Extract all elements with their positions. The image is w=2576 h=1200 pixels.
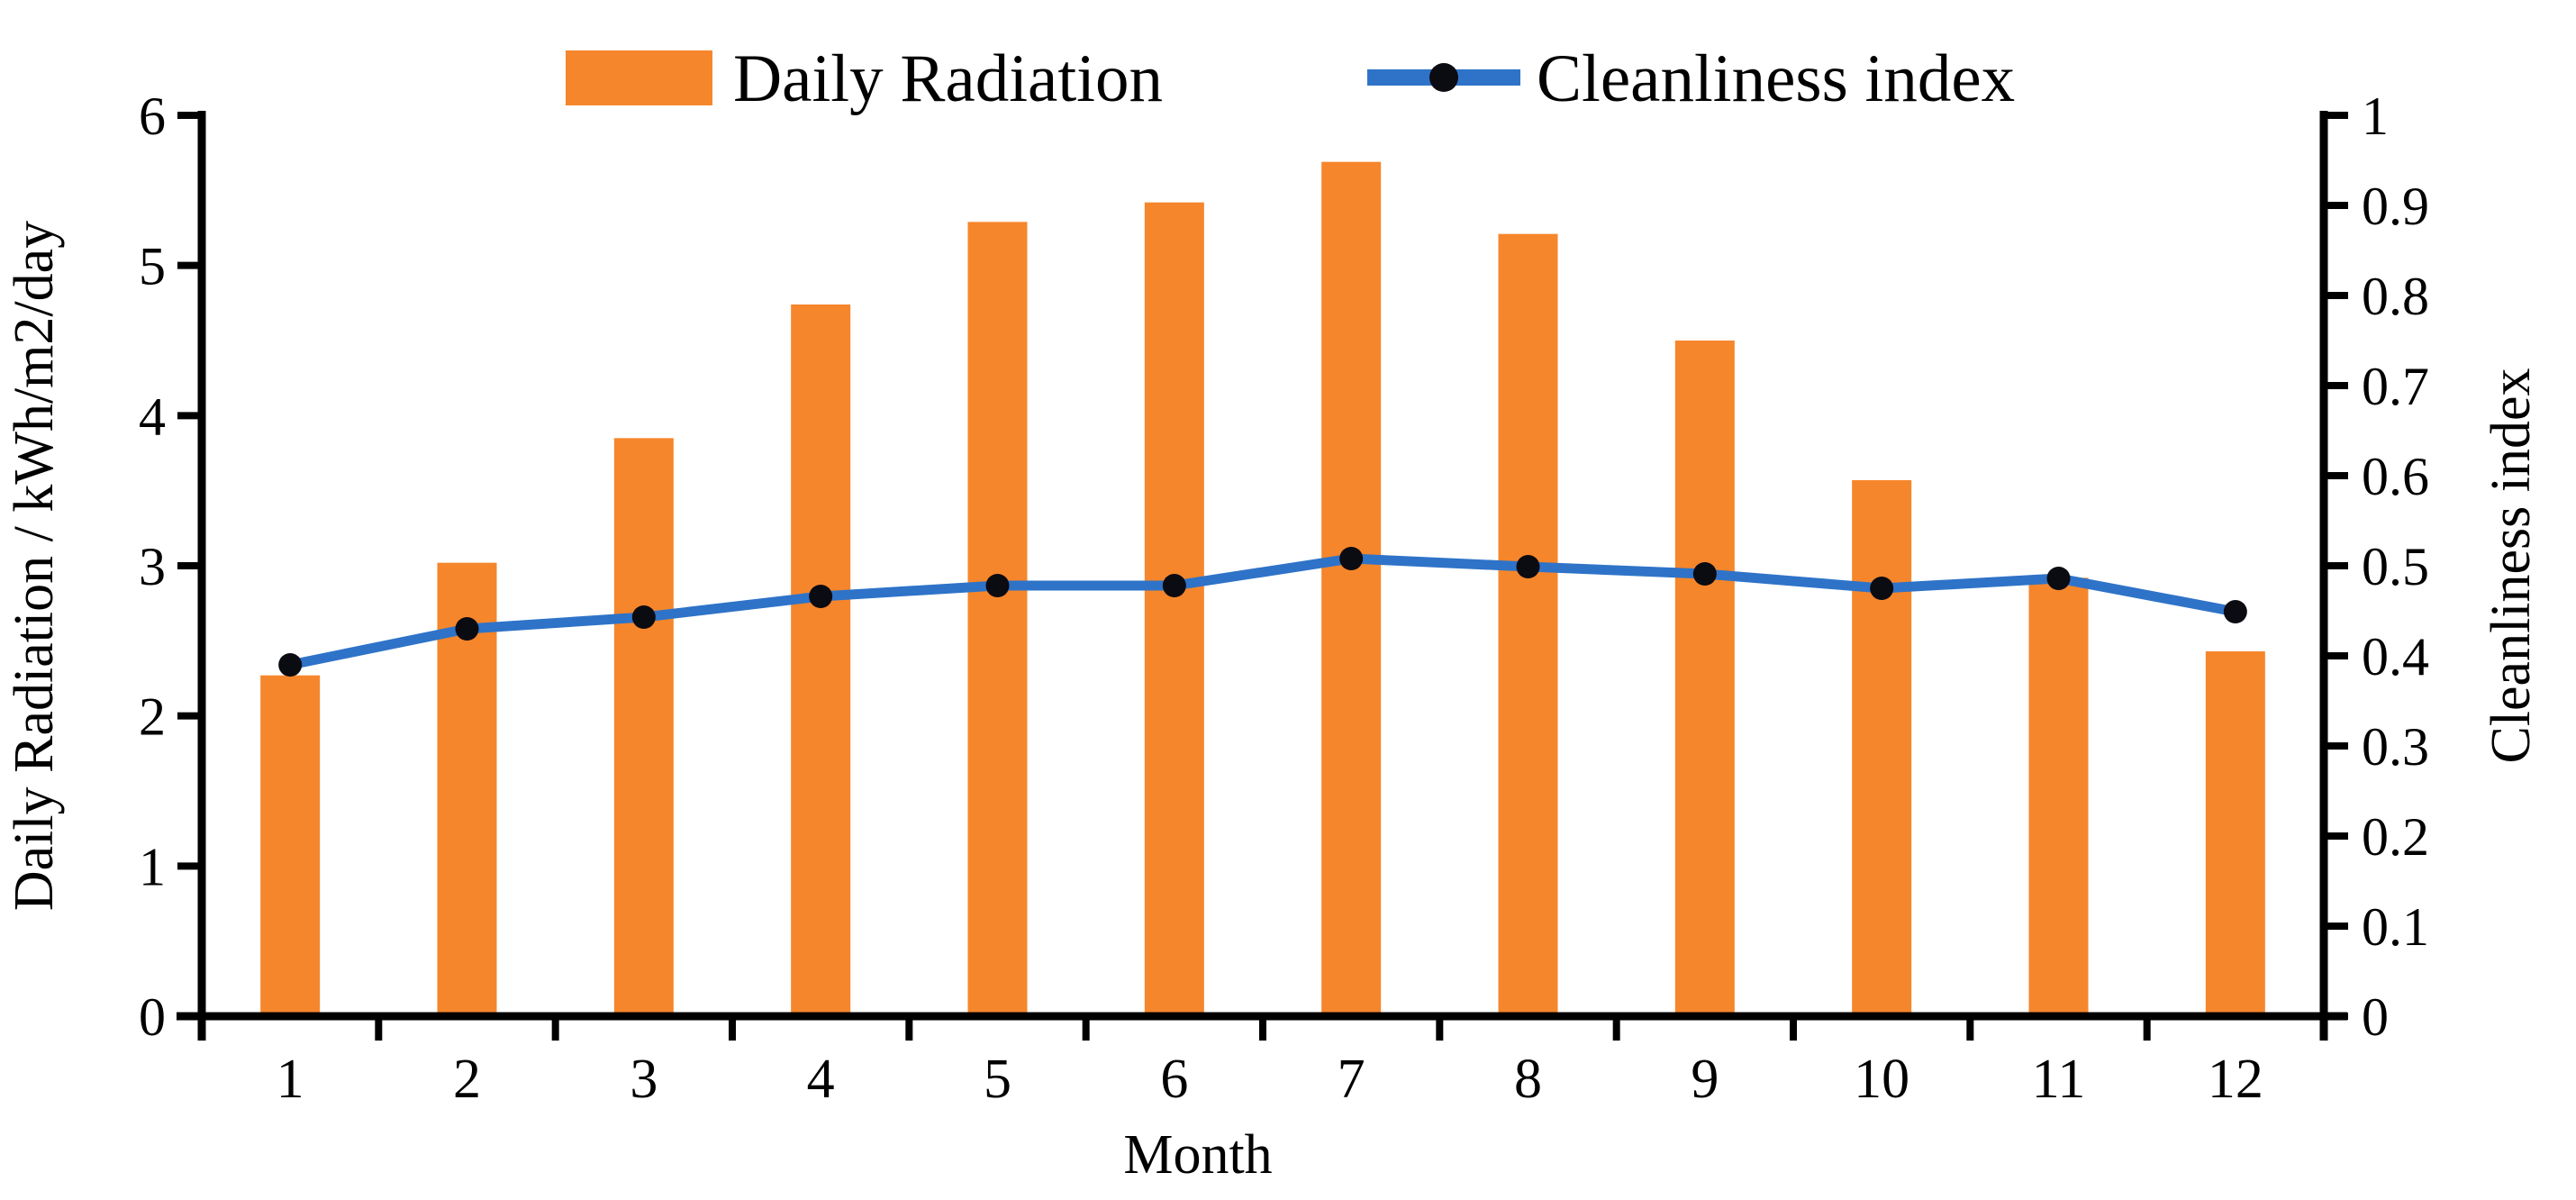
bar-month-5 [967, 222, 1028, 1017]
x-axis-tick-label: 10 [1854, 1049, 1909, 1110]
x-axis-tick-label: 4 [807, 1049, 835, 1110]
cleanliness-index-line [285, 553, 2241, 670]
legend-item-daily-radiation: Daily Radiation [566, 41, 1163, 116]
left-axis-tick-label: 6 [139, 86, 166, 146]
right-axis-tick-label: 0.8 [2362, 267, 2429, 326]
right-axis-tick-label: 0.6 [2362, 447, 2429, 506]
right-axis-tick-label: 0.3 [2362, 717, 2429, 777]
x-axis-tick-label: 5 [984, 1049, 1011, 1110]
x-axis-tick-label: 9 [1691, 1049, 1719, 1110]
x-axis-tick-label: 6 [1160, 1049, 1188, 1110]
bar-month-1 [260, 675, 321, 1016]
x-axis-tick-label: 11 [2032, 1049, 2086, 1110]
line-marker-month-9 [1692, 562, 1717, 586]
x-axis-title: Month [1123, 1124, 1272, 1186]
x-axis-tick-label: 1 [277, 1049, 304, 1110]
x-axis-tick-label: 3 [630, 1049, 658, 1110]
legend: Daily Radiation Cleanliness index [566, 41, 2015, 116]
right-axis-tick-label: 0.2 [2362, 807, 2429, 867]
bar-month-7 [1321, 161, 1382, 1016]
line-marker-month-6 [1162, 574, 1186, 597]
bar-month-11 [2028, 577, 2089, 1016]
x-axis-tick-label: 12 [2208, 1049, 2263, 1110]
bar-month-4 [791, 305, 851, 1016]
right-axis-title: Cleanliness index [2481, 368, 2542, 763]
bar-month-8 [1498, 233, 1558, 1017]
line-marker-month-5 [985, 574, 1010, 597]
line-marker-month-8 [1516, 555, 1540, 578]
right-axis-tick-label: 0.4 [2362, 627, 2429, 686]
x-axis-tick-label: 8 [1514, 1049, 1542, 1110]
legend-swatch-daily-radiation [566, 50, 712, 105]
right-axis-tick-label: 1 [2362, 86, 2389, 146]
right-axis-tick-label: 0.9 [2362, 177, 2429, 236]
left-axis-tick-label: 5 [139, 237, 166, 296]
left-axis-tick-label: 0 [139, 987, 166, 1047]
right-axis-tick-label: 0.5 [2362, 537, 2429, 596]
line-marker-month-4 [809, 585, 833, 608]
line-marker-month-10 [1870, 577, 1894, 600]
left-axis-tick-label: 1 [139, 837, 166, 896]
legend-line-marker [1429, 63, 1458, 92]
left-axis-tick-label: 3 [139, 537, 166, 596]
left-axis-tick-label: 4 [139, 386, 166, 446]
right-axis-tick-label: 0.7 [2362, 357, 2429, 416]
line-marker-month-3 [631, 605, 656, 629]
left-axis-tick-label: 2 [139, 687, 166, 747]
line-marker-month-11 [2046, 567, 2071, 590]
left-axis-title: Daily Radiation / kWh/m2/day [4, 221, 65, 911]
legend-label-cleanliness-index: Cleanliness index [1537, 41, 2015, 116]
line-marker-month-1 [278, 653, 303, 677]
line-marker-month-12 [2223, 600, 2247, 623]
right-axis-tick-label: 0 [2362, 987, 2389, 1047]
x-axis-tick-label: 2 [453, 1049, 481, 1110]
x-axis-tick-label: 7 [1338, 1049, 1365, 1110]
line-marker-month-2 [455, 617, 479, 641]
legend-label-daily-radiation: Daily Radiation [733, 41, 1163, 116]
legend-item-cleanliness-index: Cleanliness index [1367, 41, 2015, 116]
bar-month-12 [2205, 651, 2265, 1016]
line-marker-month-7 [1339, 547, 1364, 570]
right-axis-tick-label: 0.1 [2362, 897, 2429, 957]
bar-month-9 [1674, 341, 1735, 1016]
bar-month-3 [613, 438, 674, 1016]
bar-month-10 [1852, 480, 1912, 1016]
bar-month-6 [1144, 202, 1204, 1016]
